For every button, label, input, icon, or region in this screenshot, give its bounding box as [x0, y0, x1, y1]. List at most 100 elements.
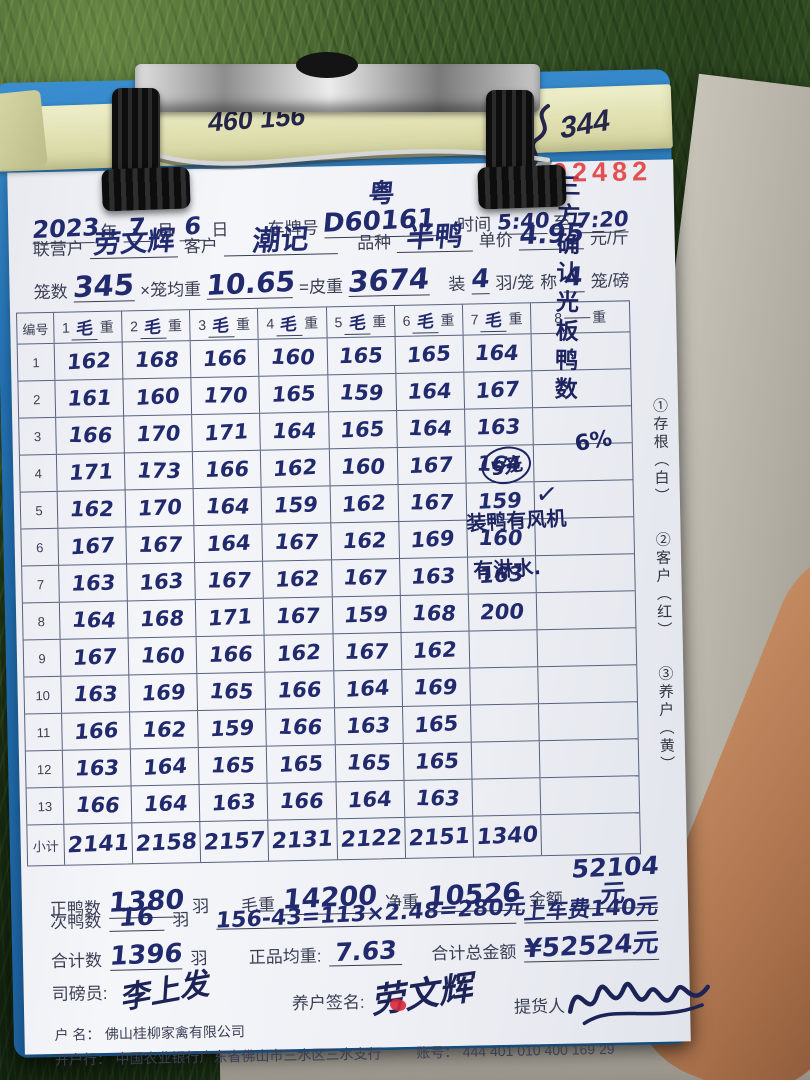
weight-cell: 166 [61, 712, 130, 750]
weight-cell [535, 591, 636, 630]
weight-cell: 164 [129, 748, 199, 786]
cage-line: 笼数 345 ×笼均重 10.65 =皮重 3674 装 4 羽/笼 称 4 笼… [33, 260, 630, 304]
weight-cell: 162 [329, 521, 399, 560]
weight-cell: 162 [129, 711, 199, 749]
weight-cell: 165 [326, 337, 396, 375]
subtotal-cell: 2141 [63, 823, 133, 865]
customer-label: 客户 [183, 236, 218, 257]
weight-cell: 164 [259, 412, 329, 450]
weight-cell: 162 [56, 490, 126, 528]
clip-foot-left-base [101, 166, 191, 212]
weight-cell: 167 [263, 597, 333, 635]
weight-cell: 165 [196, 672, 266, 711]
weight-cell: 165 [334, 743, 404, 782]
consignee-label: 提货人 [513, 996, 566, 1017]
weight-cell: 168 [121, 341, 191, 379]
weight-cell: 167 [330, 558, 400, 597]
weight-cell: 160 [258, 338, 327, 376]
weight-cell [535, 554, 635, 593]
weight-cell: 167 [332, 632, 401, 671]
row-number: 10 [35, 687, 51, 703]
subtotal-cell: 2157 [199, 820, 269, 863]
weight-cell: 159 [326, 374, 396, 412]
row-number: 13 [37, 798, 53, 814]
weight-cell: 168 [399, 594, 469, 632]
weight-cell: 166 [195, 635, 265, 674]
weight-cell: 173 [124, 452, 193, 490]
weight-cell: 162 [400, 631, 470, 669]
weight-cell: 165 [258, 375, 328, 413]
weight-cell [537, 665, 637, 704]
weight-cell [469, 667, 538, 705]
weight-cell: 169 [400, 668, 470, 706]
copy-farmer: ③养户（黄） [656, 665, 676, 774]
breed-value: 半鸭 [396, 219, 474, 255]
weight-cell: 160 [122, 378, 192, 416]
cage-avg-label: ×笼均重 [139, 280, 202, 301]
weight-cell: 169 [128, 674, 198, 712]
weight-cell: 162 [260, 449, 330, 487]
weight-cell: 165 [198, 746, 267, 785]
copy-legend: ①存根（白） ②客户（红） ③养户（黄） [649, 398, 678, 774]
weight-cell: 163 [61, 749, 131, 787]
weight-cell: 171 [195, 598, 264, 637]
bank-branch-value: 中国农业银行广东省佛山市三水区三水支行 [115, 1045, 382, 1067]
row-number: 9 [38, 650, 46, 666]
weight-cell [536, 628, 637, 667]
weight-cell: 164 [193, 524, 263, 563]
row-number: 1 [32, 354, 40, 370]
weight-cell [537, 702, 638, 741]
subtotal-cell: 1340 [472, 815, 542, 857]
weight-cell: 166 [55, 416, 124, 454]
weight-cell: 165 [266, 745, 336, 783]
tare-value: 3674 [347, 261, 432, 300]
weight-cell: 164 [192, 487, 262, 526]
subtotal-cell [540, 813, 640, 856]
weight-cell [471, 778, 541, 816]
weight-cell: 167 [59, 638, 129, 676]
clip-foot-right-base [477, 164, 567, 210]
weight-cell: 160 [328, 448, 398, 486]
farmer-signature: 劳文辉 [370, 966, 478, 1023]
row-number: 3 [33, 428, 42, 444]
weight-cell: 163 [60, 675, 130, 713]
row-number: 5 [35, 502, 43, 518]
weight-cell: 167 [396, 446, 466, 485]
reject-duck-value: 16 [108, 901, 165, 932]
weight-cell: 162 [53, 342, 123, 380]
subtotal-cell: 2122 [335, 817, 405, 860]
weight-cell: 169 [398, 520, 467, 558]
weight-cell: 159 [261, 486, 330, 524]
weight-cell: 170 [190, 376, 260, 415]
load-label: 装 [448, 275, 466, 295]
row-number: 8 [37, 613, 45, 629]
weight-cell: 170 [124, 489, 194, 527]
customer-value: 潮记 [223, 222, 339, 258]
account-no-value: 444 401 010 400 169 29 [462, 1040, 615, 1060]
weigh-unit-label: 笼/磅 [590, 271, 630, 292]
load-unit-label: 羽/笼 [495, 273, 535, 294]
weight-cell [470, 741, 540, 779]
weight-cell: 164 [395, 409, 465, 448]
weight-cell [468, 630, 538, 668]
avg-weight-value: 7.63 [329, 935, 403, 967]
weight-cell: 167 [194, 561, 264, 600]
total-count-label: 合计数 [50, 951, 103, 972]
weight-cell: 200 [467, 593, 537, 631]
weight-cell [538, 739, 639, 778]
weight-cell: 163 [398, 557, 468, 595]
weight-cell: 168 [126, 600, 196, 638]
reject-unit-label: 羽 [172, 910, 190, 930]
avg-weight-label: 正品均重: [248, 946, 322, 968]
row-number: 11 [36, 724, 51, 740]
farmer-sign-label: 养户签名: [291, 992, 365, 1014]
weight-cell: 167 [397, 483, 467, 521]
weight-cell: 163 [58, 564, 127, 602]
weight-cell: 170 [123, 415, 193, 453]
masking-tape-end [0, 89, 48, 171]
